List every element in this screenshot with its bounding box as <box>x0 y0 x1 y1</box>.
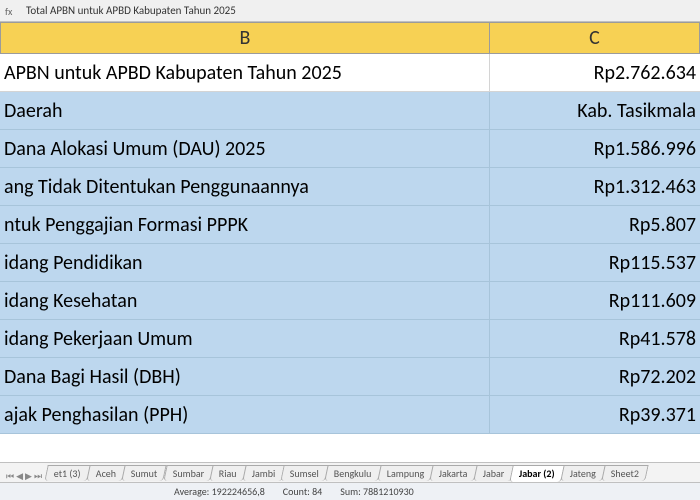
sheet-tab[interactable]: Sheet2 <box>601 465 649 481</box>
tab-nav-next-icon[interactable]: ▶ <box>25 471 32 482</box>
sheet-tab[interactable]: Sumbar <box>163 465 214 481</box>
cell-b[interactable]: Dana Bagi Hasil (DBH) <box>0 358 490 396</box>
sheet-tab[interactable]: Jateng <box>560 465 605 481</box>
sheet-tab[interactable]: Jabar <box>473 465 514 481</box>
table-row[interactable]: ntuk Penggajian Formasi PPPKRp5.807 <box>0 206 700 244</box>
table-row[interactable]: APBN untuk APBD Kabupaten Tahun 2025Rp2.… <box>0 54 700 92</box>
sheet-tab[interactable]: Jakarta <box>430 465 478 481</box>
status-count-label: Count: 84 <box>283 485 322 498</box>
column-header-b[interactable]: B <box>0 22 490 54</box>
column-header-c[interactable]: C <box>490 22 700 54</box>
tab-nav-first-icon[interactable]: ⏮ <box>6 471 14 482</box>
cell-c[interactable]: Kab. Tasikmala <box>490 92 700 130</box>
tab-nav-last-icon[interactable]: ⏭ <box>34 471 42 482</box>
table-row[interactable]: DaerahKab. Tasikmala <box>0 92 700 130</box>
sheet-tab[interactable]: Bengkulu <box>325 465 382 481</box>
table-row[interactable]: Dana Bagi Hasil (DBH)Rp72.202 <box>0 358 700 396</box>
cell-c[interactable]: Rp115.537 <box>490 244 700 282</box>
sheet-tab[interactable]: Jabar (2) <box>510 465 565 482</box>
status-bar: Average: 192224656,8 Count: 84 Sum: 7881… <box>0 482 700 500</box>
cell-b[interactable]: Dana Alokasi Umum (DAU) 2025 <box>0 130 490 168</box>
sheet-tab[interactable]: Lampung <box>377 465 434 481</box>
sheet-tab[interactable]: Jambi <box>242 465 285 481</box>
cell-b[interactable]: ajak Penghasilan (PPH) <box>0 396 490 434</box>
sheet-tab[interactable]: et1 (3) <box>44 465 90 481</box>
sheet-tab[interactable]: Sumsel <box>280 465 328 481</box>
svg-text:fx: fx <box>5 5 13 17</box>
cell-c[interactable]: Rp1.312.463 <box>490 168 700 206</box>
sheet-tabs-bar: ⏮ ◀ ▶ ⏭ et1 (3)AcehSumutSumbarRiauJambiS… <box>0 462 700 482</box>
cell-b[interactable]: idang Kesehatan <box>0 282 490 320</box>
table-row[interactable]: idang Pekerjaan UmumRp41.578 <box>0 320 700 358</box>
table-row[interactable]: ajak Penghasilan (PPH)Rp39.371 <box>0 396 700 434</box>
sheet-tab[interactable]: Aceh <box>86 465 126 481</box>
table-row[interactable]: idang KesehatanRp111.609 <box>0 282 700 320</box>
spreadsheet-grid[interactable]: APBN untuk APBD Kabupaten Tahun 2025Rp2.… <box>0 54 700 462</box>
status-average-label: Average: 192224656,8 <box>174 485 265 498</box>
cell-c[interactable]: Rp41.578 <box>490 320 700 358</box>
formula-bar: fx Total APBN untuk APBD Kabupaten Tahun… <box>0 0 700 22</box>
cell-c[interactable]: Rp2.762.634 <box>490 54 700 92</box>
cell-c[interactable]: Rp39.371 <box>490 396 700 434</box>
status-sum-label: Sum: 7881210930 <box>340 485 413 498</box>
cell-c[interactable]: Rp72.202 <box>490 358 700 396</box>
table-row[interactable]: Dana Alokasi Umum (DAU) 2025Rp1.586.996 <box>0 130 700 168</box>
sheet-tab[interactable]: Riau <box>209 465 246 481</box>
cell-b[interactable]: Daerah <box>0 92 490 130</box>
table-row[interactable]: idang PendidikanRp115.537 <box>0 244 700 282</box>
cell-b[interactable]: idang Pekerjaan Umum <box>0 320 490 358</box>
sheet-tab[interactable]: Sumut <box>121 465 167 481</box>
table-row[interactable]: ang Tidak Ditentukan PenggunaannyaRp1.31… <box>0 168 700 206</box>
cell-b[interactable]: APBN untuk APBD Kabupaten Tahun 2025 <box>0 54 490 92</box>
cell-c[interactable]: Rp5.807 <box>490 206 700 244</box>
tab-nav-prev-icon[interactable]: ◀ <box>16 471 23 482</box>
cell-b[interactable]: ntuk Penggajian Formasi PPPK <box>0 206 490 244</box>
cell-b[interactable]: ang Tidak Ditentukan Penggunaannya <box>0 168 490 206</box>
formula-bar-text[interactable]: Total APBN untuk APBD Kabupaten Tahun 20… <box>22 4 236 17</box>
fx-icon[interactable]: fx <box>4 4 18 18</box>
tabs-nav[interactable]: ⏮ ◀ ▶ ⏭ <box>2 471 46 482</box>
cell-b[interactable]: idang Pendidikan <box>0 244 490 282</box>
cell-c[interactable]: Rp111.609 <box>490 282 700 320</box>
column-headers: B C <box>0 22 700 54</box>
cell-c[interactable]: Rp1.586.996 <box>490 130 700 168</box>
